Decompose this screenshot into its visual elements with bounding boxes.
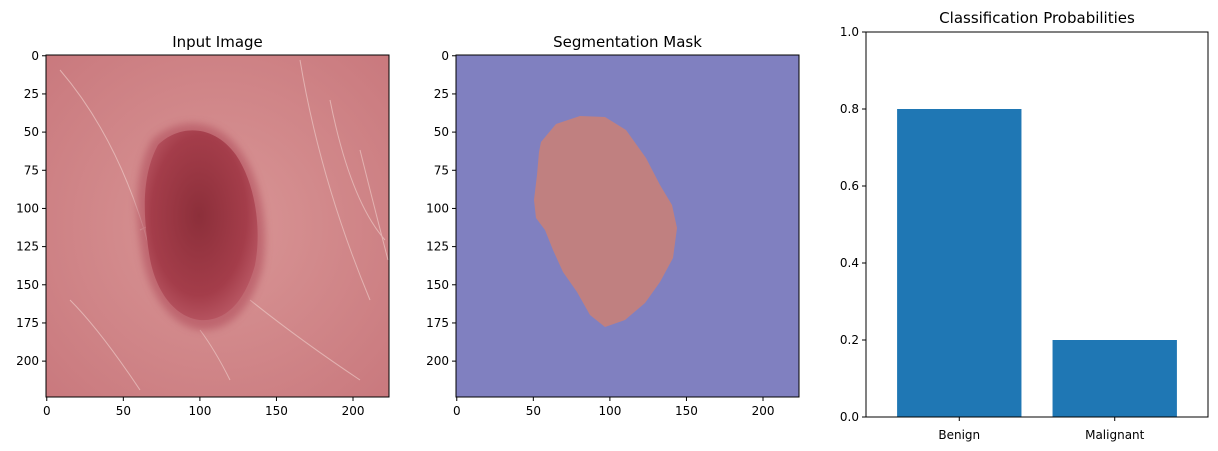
segmentation-mask-x-ticks: 0 50 100 150 200 — [453, 397, 775, 418]
segmentation-mask-y-tick-label: 125 — [426, 240, 449, 254]
segmentation-mask-y-tick-label: 150 — [426, 278, 449, 292]
segmentation-mask-y-tick-label: 200 — [426, 354, 449, 368]
classification-y-tick-label: 0.4 — [840, 256, 859, 270]
input-image-x-tick-label: 50 — [116, 404, 131, 418]
input-image-y-tick-label: 100 — [16, 201, 39, 215]
classification-frame — [865, 31, 1209, 418]
input-image-y-tick-label: 175 — [16, 316, 39, 330]
input-image-y-tick-label: 75 — [24, 163, 39, 177]
input-image-x-tick-label: 0 — [43, 404, 51, 418]
segmentation-mask-y-tick-label: 25 — [434, 87, 449, 101]
segmentation-mask-y-tick-label: 175 — [426, 316, 449, 330]
segmentation-mask-frame — [455, 54, 800, 398]
segmentation-mask-y-ticks: 0 25 50 75 100 125 150 175 200 — [426, 49, 456, 368]
segmentation-mask-y-tick-label: 50 — [434, 125, 449, 139]
input-image-panel: Input Image 0 25 50 75 100 125 150 175 200 0 50 10… — [16, 33, 390, 418]
lesion — [144, 130, 258, 321]
classification-y-tick-label: 0.0 — [840, 410, 859, 424]
input-image-x-tick-label: 150 — [265, 404, 288, 418]
classification-y-tick-label: 0.8 — [840, 102, 859, 116]
input-image-x-tick-label: 200 — [342, 404, 365, 418]
classification-y-tick-label: 1.0 — [840, 25, 859, 39]
input-image-x-tick-label: 100 — [188, 404, 211, 418]
segmentation-mask-y-tick-label: 75 — [434, 163, 449, 177]
classification-x-tick-label: Benign — [938, 428, 980, 442]
input-image-y-tick-label: 50 — [24, 125, 39, 139]
skin-photo — [46, 55, 389, 397]
input-image-title: Input Image — [172, 33, 263, 51]
classification-y-tick-label: 0.6 — [840, 179, 859, 193]
segmentation-mask-panel: Segmentation Mask 0 25 50 75 100 125 150 175 200… — [426, 33, 800, 418]
classification-x-ticks: Benign Malignant — [938, 417, 1145, 442]
classification-y-tick-label: 0.2 — [840, 333, 859, 347]
input-image-x-ticks: 0 50 100 150 200 — [43, 397, 365, 418]
classification-bars — [897, 109, 1177, 417]
input-image-y-tick-label: 25 — [24, 87, 39, 101]
bar-malignant — [1052, 340, 1177, 417]
segmentation-mask-x-tick-label: 50 — [526, 404, 541, 418]
segmentation-mask-x-tick-label: 200 — [752, 404, 775, 418]
segmentation-mask-x-tick-label: 100 — [598, 404, 621, 418]
classification-y-ticks: 0.0 0.2 0.4 0.6 0.8 1.0 — [840, 25, 866, 424]
input-image-y-ticks: 0 25 50 75 100 125 150 175 200 — [16, 49, 46, 368]
mask-lesion-region — [534, 116, 677, 327]
input-image-frame — [45, 54, 390, 398]
input-image-y-tick-label: 150 — [16, 278, 39, 292]
classification-title: Classification Probabilities — [939, 9, 1135, 27]
segmentation-mask-x-tick-label: 0 — [453, 404, 461, 418]
input-image-y-tick-label: 200 — [16, 354, 39, 368]
segmentation-mask-y-tick-label: 100 — [426, 201, 449, 215]
input-image-y-tick-label: 125 — [16, 240, 39, 254]
bar-benign — [897, 109, 1022, 417]
mask-image — [456, 55, 799, 397]
segmentation-mask-x-tick-label: 150 — [675, 404, 698, 418]
segmentation-mask-y-tick-label: 0 — [441, 49, 449, 63]
classification-x-tick-label: Malignant — [1085, 428, 1145, 442]
segmentation-mask-title: Segmentation Mask — [553, 33, 702, 51]
input-image-y-tick-label: 0 — [31, 49, 39, 63]
classification-panel: Classification Probabilities 0.00.20.40.… — [840, 9, 1209, 442]
